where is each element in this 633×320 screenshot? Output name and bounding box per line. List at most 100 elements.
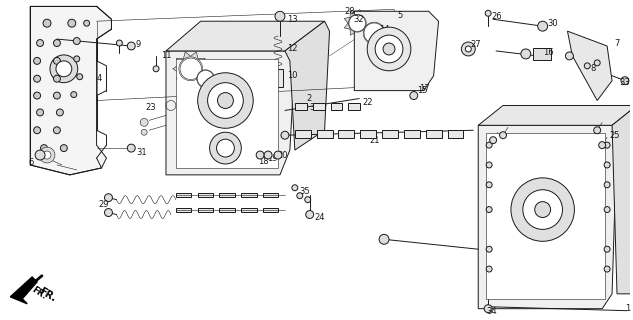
Circle shape [275, 11, 285, 21]
Circle shape [73, 37, 80, 44]
Text: 17: 17 [419, 84, 429, 93]
Polygon shape [567, 31, 612, 100]
Text: 20: 20 [277, 150, 287, 160]
Text: 26: 26 [491, 12, 502, 21]
Circle shape [486, 246, 492, 252]
Circle shape [490, 137, 496, 144]
Text: 16: 16 [542, 48, 553, 57]
Circle shape [53, 75, 60, 82]
Bar [330, 103, 342, 110]
Polygon shape [176, 59, 278, 168]
Circle shape [74, 56, 80, 62]
Polygon shape [30, 6, 111, 175]
Circle shape [604, 162, 610, 168]
Text: 18: 18 [258, 157, 269, 166]
Circle shape [56, 61, 72, 77]
Bar [176, 193, 191, 197]
Circle shape [348, 14, 367, 32]
Circle shape [264, 151, 272, 159]
Bar [263, 193, 279, 197]
Circle shape [535, 202, 551, 218]
Bar [241, 208, 256, 212]
Circle shape [274, 151, 282, 159]
Circle shape [604, 207, 610, 212]
Circle shape [363, 22, 385, 44]
Circle shape [34, 92, 41, 99]
Bar [241, 193, 256, 197]
Text: 34: 34 [486, 307, 497, 316]
Bar [197, 208, 213, 212]
Bar [425, 130, 442, 138]
Circle shape [179, 57, 203, 81]
Circle shape [104, 209, 113, 217]
Text: 19: 19 [267, 154, 278, 163]
Circle shape [281, 131, 289, 139]
Circle shape [621, 77, 629, 85]
Text: 11: 11 [161, 52, 172, 60]
Text: 28: 28 [344, 7, 355, 16]
Circle shape [604, 142, 610, 148]
Text: 7: 7 [614, 38, 620, 48]
Text: 27: 27 [470, 39, 481, 49]
Text: 13: 13 [287, 15, 298, 24]
Circle shape [41, 145, 47, 152]
Bar [197, 193, 213, 197]
Text: 9: 9 [135, 39, 141, 49]
Bar [339, 130, 354, 138]
Text: 3: 3 [310, 103, 315, 112]
Circle shape [486, 182, 492, 188]
Bar [176, 208, 191, 212]
Bar [382, 130, 398, 138]
Circle shape [104, 194, 113, 202]
Text: 21: 21 [369, 136, 380, 145]
Text: 14: 14 [379, 25, 389, 34]
Circle shape [208, 83, 243, 118]
Text: 2: 2 [307, 94, 312, 103]
Circle shape [53, 127, 60, 134]
Circle shape [127, 42, 135, 50]
Bar [295, 103, 307, 110]
Circle shape [584, 63, 590, 69]
Bar [273, 69, 283, 87]
Circle shape [197, 73, 253, 128]
Circle shape [410, 92, 418, 100]
Circle shape [197, 70, 215, 88]
Circle shape [292, 185, 298, 191]
Circle shape [537, 21, 548, 31]
Polygon shape [166, 21, 325, 51]
Circle shape [53, 57, 60, 64]
Circle shape [153, 66, 159, 72]
Circle shape [375, 35, 403, 63]
Circle shape [367, 27, 411, 71]
Polygon shape [166, 51, 295, 175]
Text: 10: 10 [287, 71, 298, 80]
Polygon shape [479, 125, 617, 309]
Circle shape [35, 150, 45, 160]
Text: 22: 22 [362, 98, 373, 107]
Circle shape [68, 19, 76, 27]
Polygon shape [357, 17, 391, 49]
Polygon shape [344, 10, 371, 37]
Text: 31: 31 [136, 148, 147, 156]
Text: 4: 4 [96, 74, 101, 83]
Circle shape [306, 211, 314, 219]
Text: 5: 5 [397, 11, 402, 20]
Circle shape [116, 40, 122, 46]
Text: 25: 25 [609, 131, 620, 140]
Circle shape [256, 151, 264, 159]
Circle shape [486, 266, 492, 272]
Text: 15: 15 [417, 86, 427, 95]
Circle shape [127, 144, 135, 152]
Text: 12: 12 [287, 44, 298, 53]
Text: 35: 35 [300, 187, 310, 196]
Text: 33: 33 [619, 78, 630, 87]
Circle shape [34, 57, 41, 64]
Circle shape [297, 193, 303, 199]
Bar [220, 193, 235, 197]
Circle shape [484, 305, 492, 313]
Polygon shape [192, 66, 220, 92]
Circle shape [77, 74, 83, 80]
Bar [295, 130, 311, 138]
Circle shape [304, 197, 311, 203]
Text: 29: 29 [98, 200, 108, 209]
